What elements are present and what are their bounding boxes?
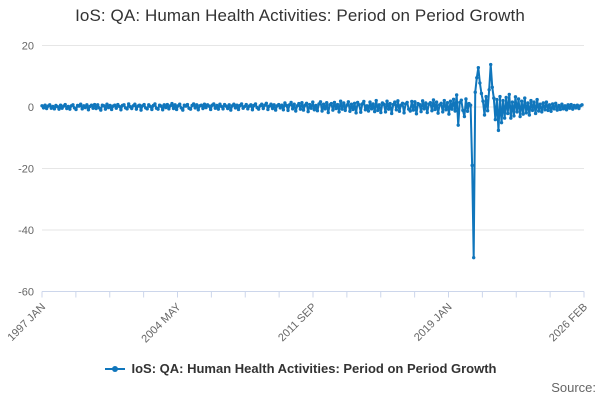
svg-text:-60: -60 xyxy=(18,287,34,299)
svg-text:20: 20 xyxy=(22,41,34,53)
legend-item[interactable]: IoS: QA: Human Health Activities: Period… xyxy=(104,361,497,376)
svg-text:-40: -40 xyxy=(18,225,34,237)
svg-text:-20: -20 xyxy=(18,164,34,176)
svg-text:2019 JAN: 2019 JAN xyxy=(412,301,455,344)
svg-text:2011 SEP: 2011 SEP xyxy=(276,301,319,344)
source-label: Source: xyxy=(551,380,596,395)
legend-label: IoS: QA: Human Health Activities: Period… xyxy=(131,361,497,376)
svg-text:2026 FEB: 2026 FEB xyxy=(547,301,590,344)
chart-title: IoS: QA: Human Health Activities: Period… xyxy=(75,6,525,25)
legend: IoS: QA: Human Health Activities: Period… xyxy=(0,361,600,376)
line-series-icon xyxy=(104,365,125,372)
svg-text:0: 0 xyxy=(28,102,34,114)
svg-text:1997 JAN: 1997 JAN xyxy=(5,301,48,344)
plot-area: 20 0 -20 -40 -60 1997 JAN 2004 MAY 2011 SEP 2019… xyxy=(5,41,590,346)
svg-text:2004 MAY: 2004 MAY xyxy=(139,301,184,346)
